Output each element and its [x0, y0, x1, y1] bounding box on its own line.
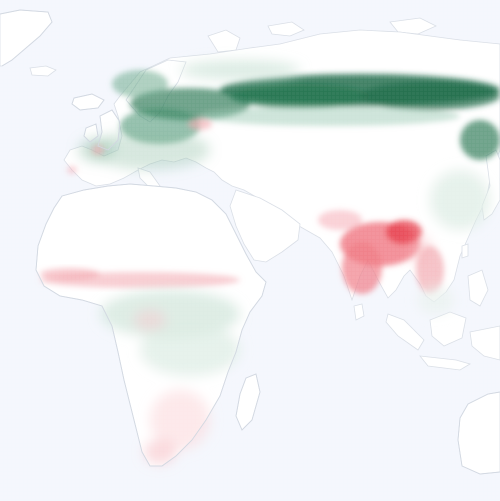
coastlines	[0, 9, 500, 475]
